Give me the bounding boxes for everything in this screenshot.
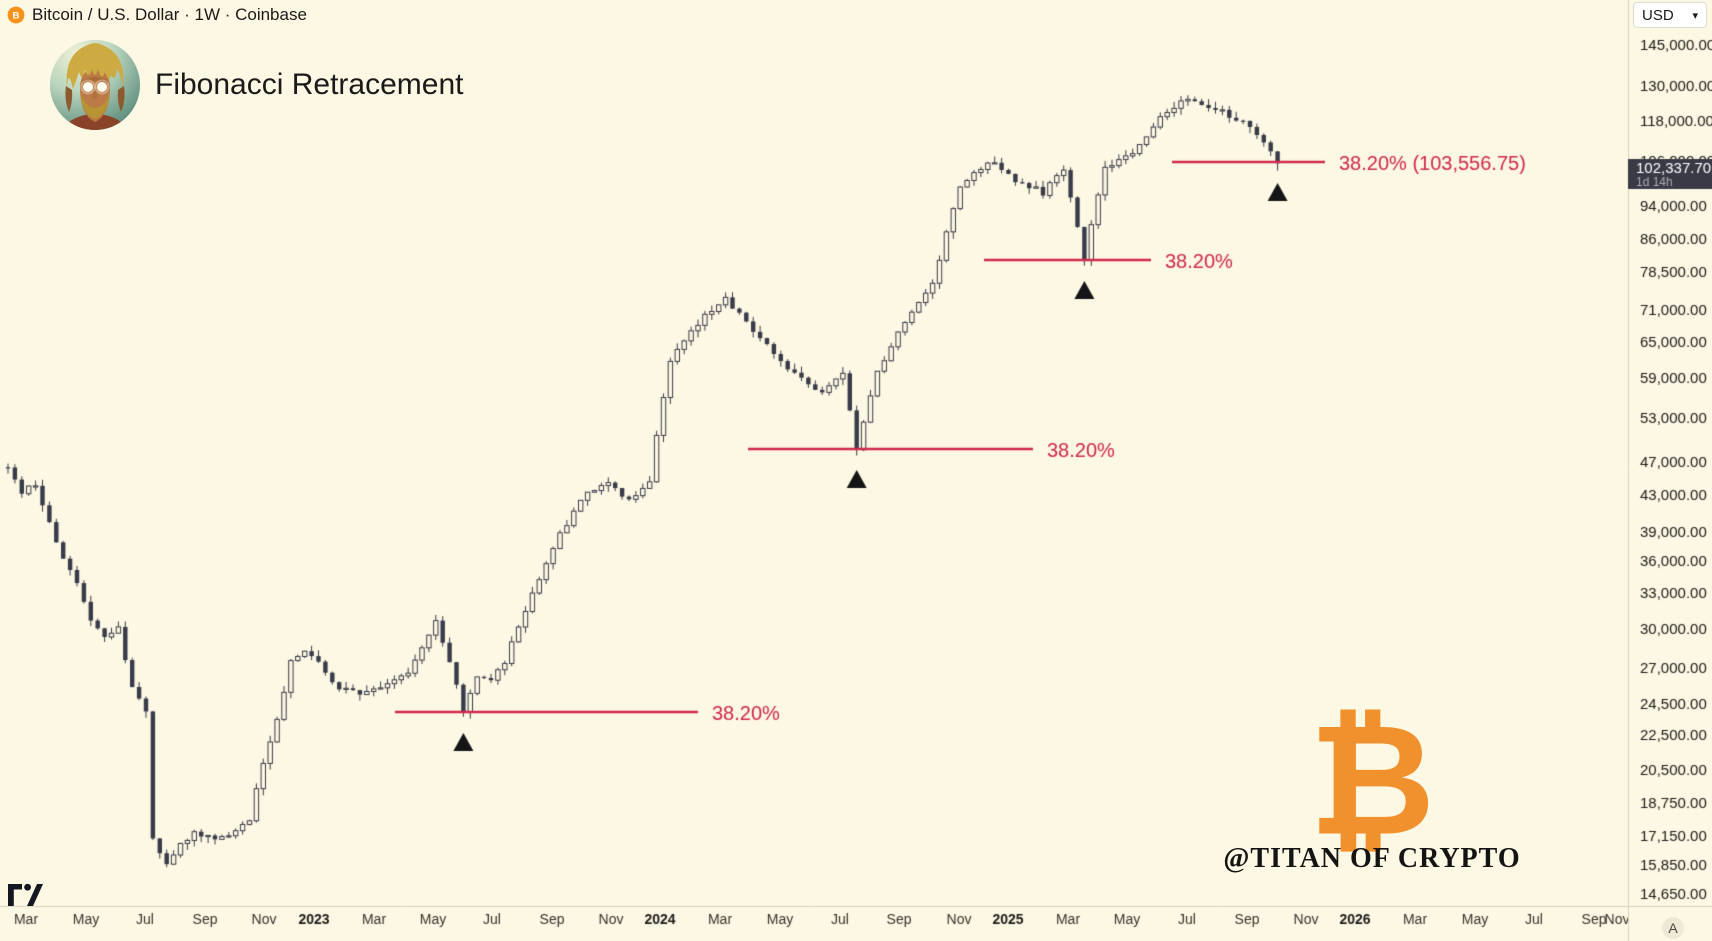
svg-text:B: B	[13, 10, 20, 21]
svg-text:₿: ₿	[1311, 702, 1433, 857]
